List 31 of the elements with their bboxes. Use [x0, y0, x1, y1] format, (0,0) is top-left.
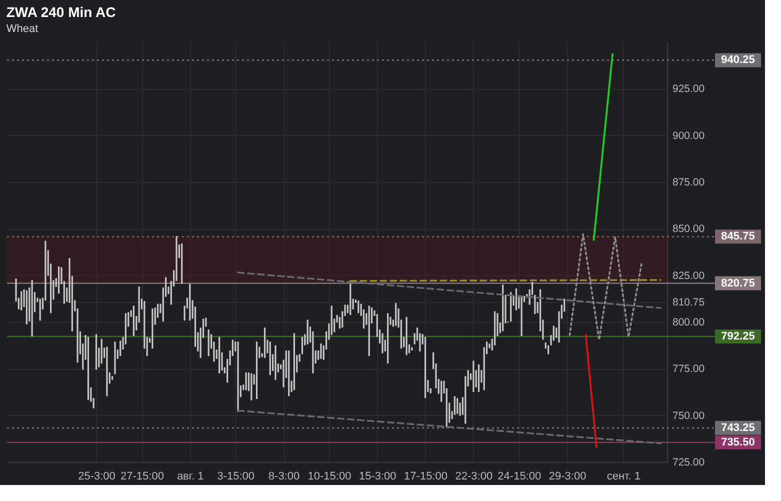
ref-line-label: 940.25	[721, 54, 755, 66]
x-tick-label: 25-3:00	[78, 470, 116, 482]
x-tick-label: 3-15:00	[217, 470, 255, 482]
x-tick-label: 15-3:00	[358, 470, 396, 482]
y-tick-label: 810.75	[672, 296, 705, 308]
y-tick-label: 750.00	[672, 410, 705, 422]
y-tick-label: 775.00	[672, 363, 705, 376]
chart-title: ZWA 240 Min AC	[6, 4, 116, 20]
y-tick-label: 850.00	[672, 223, 705, 236]
ref-line-label: 845.75	[721, 230, 755, 243]
ref-line-label: 735.50	[721, 436, 755, 448]
x-tick-label: сент. 1	[606, 470, 641, 482]
x-tick-label: 29-3:00	[548, 470, 586, 482]
ref-line-label: 820.75	[721, 277, 755, 290]
x-tick-label: 17-15:00	[404, 470, 448, 482]
x-tick-label: 8-3:00	[268, 470, 300, 482]
x-tick-label: 22-3:00	[455, 470, 493, 482]
y-tick-label: 825.00	[672, 270, 705, 282]
chart-subtitle: Wheat	[6, 23, 38, 35]
x-tick-label: 10-15:00	[308, 470, 352, 482]
y-tick-label: 725.00	[672, 456, 705, 468]
ref-line-label: 743.25	[721, 422, 755, 434]
x-tick-label: авг. 1	[176, 470, 204, 482]
ref-line-label: 792.25	[721, 330, 755, 342]
y-tick-label: 925.00	[672, 83, 705, 96]
x-tick-label: 24-15:00	[498, 470, 542, 482]
x-tick-label: 27-15:00	[120, 470, 164, 482]
y-tick-label: 900.00	[672, 130, 705, 142]
y-tick-label: 800.00	[672, 316, 705, 328]
y-tick-label: 875.00	[672, 176, 705, 188]
line-series	[568, 233, 643, 341]
